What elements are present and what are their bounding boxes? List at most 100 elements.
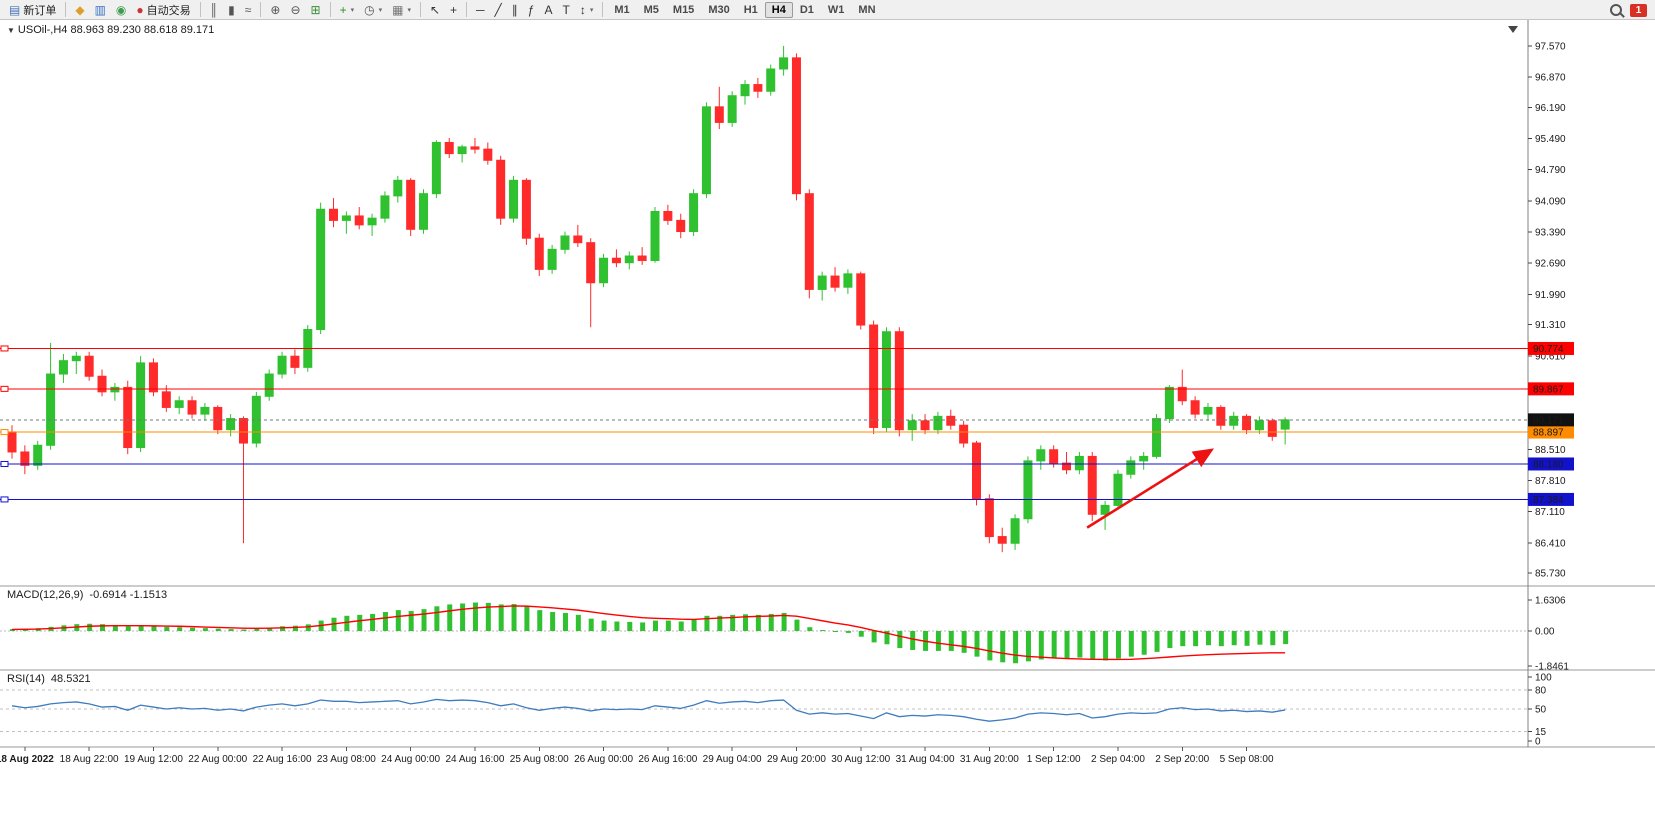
new-order-icon: ▤ bbox=[9, 2, 21, 17]
toolbar-button-new-order[interactable]: ▤ 新订单 bbox=[4, 0, 61, 20]
macd-panel: 1.6306 0.00 -1.8461 bbox=[0, 596, 1569, 673]
trend-arrow[interactable] bbox=[1086, 448, 1215, 529]
svg-text:2 Sep 04:00: 2 Sep 04:00 bbox=[1091, 754, 1145, 765]
svg-text:92.690: 92.690 bbox=[1535, 259, 1566, 270]
market-watch-icon: ▥ bbox=[94, 2, 106, 17]
svg-text:88.180: 88.180 bbox=[1533, 459, 1564, 470]
svg-text:90.610: 90.610 bbox=[1535, 351, 1566, 362]
level-price-tag bbox=[1528, 425, 1574, 439]
svg-text:1 Sep 12:00: 1 Sep 12:00 bbox=[1027, 754, 1081, 765]
bar-chart-mode-icon: ║ bbox=[209, 2, 219, 17]
svg-text:91.990: 91.990 bbox=[1535, 290, 1566, 301]
svg-text:5 Sep 08:00: 5 Sep 08:00 bbox=[1220, 754, 1274, 765]
tf-w1[interactable]: W1 bbox=[827, 3, 845, 16]
toolbar-button-autotrade[interactable]: ● 自动交易 bbox=[131, 0, 195, 20]
svg-text:93.390: 93.390 bbox=[1535, 227, 1566, 238]
svg-text:87.810: 87.810 bbox=[1535, 476, 1566, 487]
toolbar-button-market-watch[interactable]: ▥ bbox=[90, 0, 111, 20]
toolbar-separator bbox=[419, 2, 421, 17]
svg-text:24 Aug 00:00: 24 Aug 00:00 bbox=[381, 754, 440, 765]
toolbar-separator bbox=[466, 2, 468, 17]
toolbar-button-profiles[interactable]: ◷ ▾ bbox=[359, 0, 387, 20]
toolbar-button-cursor[interactable]: ↖ bbox=[425, 0, 445, 20]
toolbar-button-fibonacci-tool[interactable]: ƒ bbox=[523, 0, 540, 20]
tf-m15[interactable]: M15 bbox=[672, 3, 695, 16]
new-chart-icon: + bbox=[339, 2, 347, 17]
level-anchor bbox=[0, 385, 9, 392]
svg-text:31 Aug 20:00: 31 Aug 20:00 bbox=[960, 754, 1019, 765]
tf-m5[interactable]: M5 bbox=[643, 3, 659, 16]
svg-text:94.790: 94.790 bbox=[1535, 165, 1566, 176]
svg-text:26 Aug 16:00: 26 Aug 16:00 bbox=[638, 754, 697, 765]
toolbar-button-trendline-tool[interactable]: ╱ bbox=[490, 0, 507, 20]
toolbar-button-new-chart[interactable]: + ▾ bbox=[335, 0, 360, 20]
profiles-dropdown-icon[interactable]: ▾ bbox=[378, 6, 383, 14]
text-tool-icon: A bbox=[544, 2, 553, 17]
svg-text:96.190: 96.190 bbox=[1535, 103, 1566, 114]
svg-text:96.870: 96.870 bbox=[1535, 73, 1566, 84]
toolbar-button-bar-chart-mode[interactable]: ║ bbox=[205, 0, 224, 20]
svg-text:2 Sep 20:00: 2 Sep 20:00 bbox=[1155, 754, 1209, 765]
svg-text:26 Aug 00:00: 26 Aug 00:00 bbox=[574, 754, 633, 765]
svg-text:90.774: 90.774 bbox=[1533, 344, 1564, 355]
toolbar-button-gold[interactable]: ◆ bbox=[70, 0, 89, 20]
svg-text:89.867: 89.867 bbox=[1533, 384, 1564, 395]
horizontal-line-tool-icon: ─ bbox=[476, 2, 485, 17]
tf-d1[interactable]: D1 bbox=[799, 3, 814, 16]
toolbar-separator bbox=[260, 2, 262, 17]
svg-text:18 Aug 2022: 18 Aug 2022 bbox=[0, 754, 54, 765]
templates-icon: ▦ bbox=[392, 2, 404, 17]
current-price-tag bbox=[1528, 413, 1574, 427]
toolbar-button-data-window[interactable]: ◉ bbox=[111, 0, 131, 20]
tf-m30[interactable]: M30 bbox=[708, 3, 730, 16]
svg-text:18 Aug 22:00: 18 Aug 22:00 bbox=[60, 754, 119, 765]
level-anchor bbox=[0, 345, 9, 352]
toolbar-button-tile-windows[interactable]: ⊞ bbox=[306, 0, 326, 20]
arrows-tool-dropdown-icon[interactable]: ▾ bbox=[589, 6, 594, 14]
toolbar-button-zoom-in[interactable]: ⊕ bbox=[265, 0, 285, 20]
time-axis[interactable]: 18 Aug 2022 18 Aug 22:00 19 Aug 12:00 22 Au… bbox=[0, 747, 1274, 765]
search-icon[interactable] bbox=[1610, 4, 1622, 16]
price-axis[interactable]: 97.570 96.870 96.190 95.490 94.790 94.090 93.3… bbox=[1528, 41, 1566, 580]
templates-dropdown-icon[interactable]: ▾ bbox=[407, 6, 411, 14]
toolbar-button-candlestick-mode[interactable]: ▮ bbox=[223, 0, 240, 20]
tf-mn[interactable]: MN bbox=[858, 3, 876, 16]
level-price-tag bbox=[1528, 382, 1574, 396]
toolbar-button-arrows-tool[interactable]: ↕ ▾ bbox=[575, 0, 599, 20]
new-chart-dropdown-icon[interactable]: ▾ bbox=[350, 6, 355, 14]
svg-text:19 Aug 12:00: 19 Aug 12:00 bbox=[124, 754, 183, 765]
svg-text:22 Aug 16:00: 22 Aug 16:00 bbox=[253, 754, 312, 765]
chart-area[interactable]: 97.570 96.870 96.190 95.490 94.790 94.090 93.3… bbox=[0, 20, 1655, 770]
svg-text:0: 0 bbox=[1535, 737, 1541, 748]
svg-text:15: 15 bbox=[1535, 727, 1547, 738]
level-anchor bbox=[0, 460, 9, 467]
svg-text:80: 80 bbox=[1535, 685, 1547, 696]
toolbar-button-templates[interactable]: ▦ ▾ bbox=[387, 0, 416, 20]
new-order-label: 新订单 bbox=[23, 4, 57, 17]
horizontal-lines[interactable]: 90.774 89.867 88.897 88.180 87.384 bbox=[0, 341, 1574, 506]
tf-h4[interactable]: H4 bbox=[764, 1, 793, 18]
toolbar: ▤ 新订单 ◆ ▥ ◉ ● 自动交易 ║ ▮ ≈ ⊕ ⊖ ⊞ + ▾ ◷ ▾ ▦ ▾ ↖ + ─ ╱ ∥ ƒ A T ↕ ▾ M1 M5 M1… bbox=[0, 0, 1655, 20]
cursor-icon: ↖ bbox=[429, 2, 441, 17]
toolbar-button-horizontal-line-tool[interactable]: ─ bbox=[471, 0, 490, 20]
level-price-tag bbox=[1528, 457, 1574, 471]
toolbar-button-zoom-out[interactable]: ⊖ bbox=[285, 0, 305, 20]
trendline-tool-icon: ╱ bbox=[494, 2, 502, 17]
svg-text:24 Aug 16:00: 24 Aug 16:00 bbox=[445, 754, 504, 765]
toolbar-button-crosshair[interactable]: + bbox=[445, 0, 462, 20]
line-chart-mode-icon: ≈ bbox=[244, 2, 252, 17]
tf-h1[interactable]: H1 bbox=[743, 3, 758, 16]
svg-text:30 Aug 12:00: 30 Aug 12:00 bbox=[831, 754, 890, 765]
toolbar-button-channel-tool[interactable]: ∥ bbox=[507, 0, 523, 20]
toolbar-button-line-chart-mode[interactable]: ≈ bbox=[240, 0, 257, 20]
zoom-in-icon: ⊕ bbox=[270, 2, 281, 17]
toolbar-button-label-tool[interactable]: T bbox=[557, 0, 574, 20]
svg-text:0.00: 0.00 bbox=[1535, 627, 1555, 638]
toolbar-button-text-tool[interactable]: A bbox=[539, 0, 557, 20]
level-price-tag bbox=[1528, 492, 1574, 506]
tf-m1[interactable]: M1 bbox=[614, 3, 630, 16]
notification-badge[interactable]: 1 bbox=[1630, 3, 1647, 17]
svg-text:1.6306: 1.6306 bbox=[1535, 596, 1566, 607]
